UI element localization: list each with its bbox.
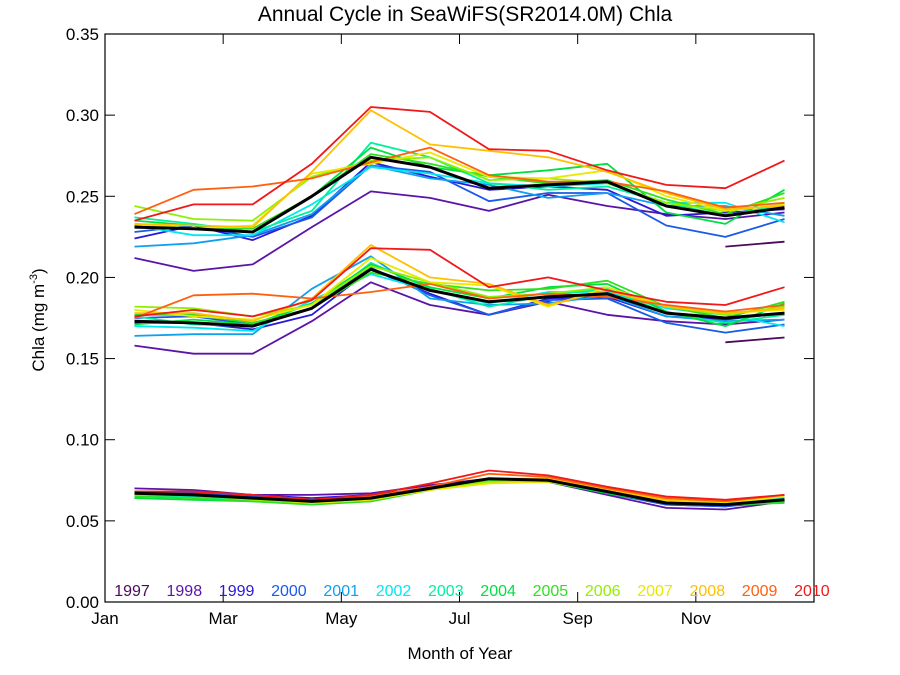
legend-entry-2010: 2010 xyxy=(794,583,830,600)
legend-entry-1998: 1998 xyxy=(167,583,203,600)
series-line-1998-middle xyxy=(134,281,785,355)
series-line-2009-upper xyxy=(134,146,785,215)
series-line-mean-lower xyxy=(134,477,785,507)
series-line-2010-middle xyxy=(134,247,785,318)
y-axis-label-close: ) xyxy=(29,268,48,274)
legend-entry-1999: 1999 xyxy=(219,583,255,600)
series-line-2006-upper xyxy=(134,156,785,222)
series-line-1997-upper xyxy=(725,240,785,248)
y-tick-label: 0.05 xyxy=(66,512,99,531)
x-tick-label: May xyxy=(325,609,358,628)
series-line-2009-middle xyxy=(134,282,785,319)
x-axis-label: Month of Year xyxy=(408,644,513,663)
series-line-2005-upper xyxy=(134,153,785,230)
series-line-mean-middle xyxy=(134,267,785,328)
x-tick-label: Nov xyxy=(681,609,712,628)
legend-entry-2007: 2007 xyxy=(637,583,673,600)
y-axis-label-main: Chla (mg m xyxy=(29,284,48,372)
y-tick-label: 0.10 xyxy=(66,431,99,450)
legend-entry-1997: 1997 xyxy=(114,583,150,600)
y-axis-label-superscript: -3 xyxy=(28,274,40,284)
series-line-2008-middle xyxy=(134,244,785,323)
x-tick-label: Mar xyxy=(209,609,239,628)
legend-entry-2008: 2008 xyxy=(690,583,726,600)
y-axis-label: Chla (mg m-3) xyxy=(28,268,48,371)
y-tick-label: 0.25 xyxy=(66,187,99,206)
y-tick-label: 0.35 xyxy=(66,25,99,44)
legend-entry-2001: 2001 xyxy=(323,583,359,600)
axis-ticks: Jan Mar May Jul Sep Nov 0.00 0.05 0.10 0.15 0.20 0.… xyxy=(66,25,814,628)
y-tick-label: 0.30 xyxy=(66,106,99,125)
legend-entry-2009: 2009 xyxy=(742,583,778,600)
chart-title: Annual Cycle in SeaWiFS(SR2014.0M) Chla xyxy=(258,3,673,26)
legend-entry-2004: 2004 xyxy=(480,583,516,600)
x-tick-label: Jul xyxy=(449,609,471,628)
series-line-2008-upper xyxy=(134,109,785,229)
series-line-1997-middle xyxy=(725,336,785,344)
legend-entry-2006: 2006 xyxy=(585,583,621,600)
series-line-2010-upper xyxy=(134,106,785,222)
series-line-2001-middle xyxy=(134,255,785,337)
series-layer xyxy=(134,106,785,511)
legend-entry-2002: 2002 xyxy=(376,583,412,600)
legend-entry-2005: 2005 xyxy=(533,583,569,600)
legend: 1997 1998 1999 2000 2001 2002 2003 2004 2005 2006… xyxy=(114,583,830,600)
series-line-2001-upper xyxy=(134,164,785,248)
y-tick-label: 0.15 xyxy=(66,350,99,369)
legend-entry-2003: 2003 xyxy=(428,583,464,600)
x-tick-label: Sep xyxy=(563,609,593,628)
x-tick-label: Jan xyxy=(91,609,118,628)
series-line-2010-lower xyxy=(134,469,785,501)
legend-entry-2000: 2000 xyxy=(271,583,307,600)
y-tick-label: 0.20 xyxy=(66,268,99,287)
series-line-mean-upper xyxy=(134,155,785,234)
y-tick-label: 0.00 xyxy=(66,593,99,612)
